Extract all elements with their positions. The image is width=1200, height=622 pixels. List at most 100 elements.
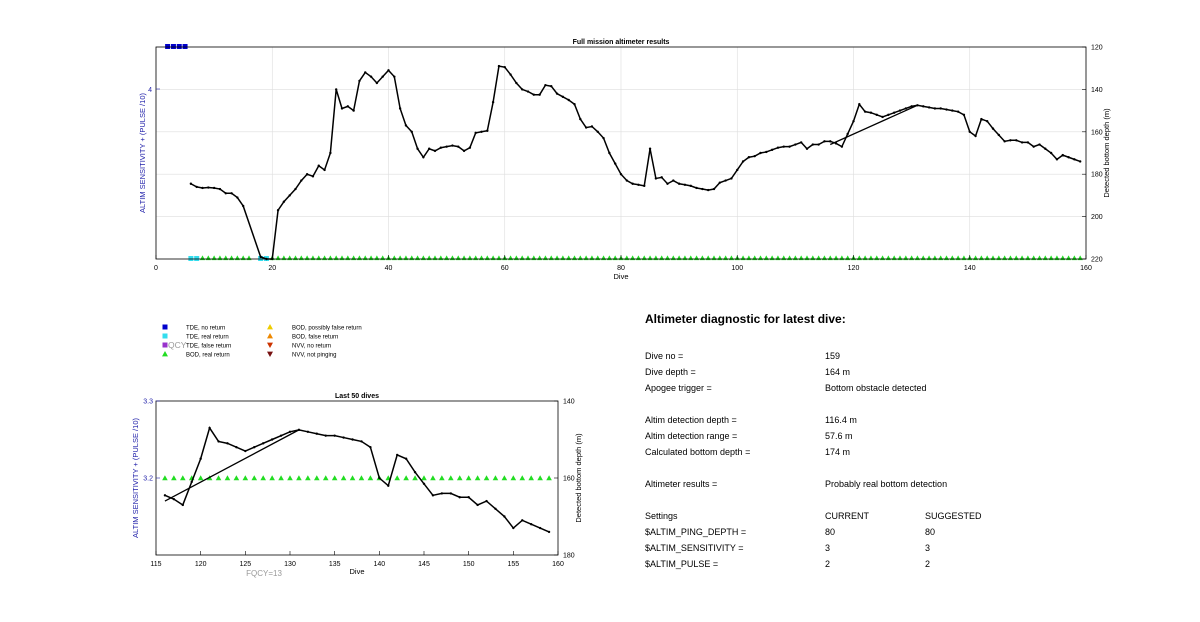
bottom-depth-point: [980, 117, 983, 121]
diagnostic-title: Altimeter diagnostic for latest dive:: [645, 312, 846, 326]
bottom-depth-point: [235, 446, 238, 449]
bottom-depth-point: [358, 79, 361, 83]
bottom-depth-point: [346, 105, 350, 108]
legend-marker: [267, 342, 273, 348]
bod-real-return-marker: [278, 475, 284, 481]
bottom-depth-point: [485, 499, 488, 503]
bod-real-return-marker: [421, 475, 427, 481]
bottom-depth-point: [741, 160, 745, 163]
bottom-depth-point: [631, 182, 634, 185]
bottom-depth-point: [351, 438, 354, 441]
bottom-depth-point: [590, 125, 594, 128]
bottom-depth-point: [270, 438, 274, 441]
diag-label: Dive depth =: [645, 367, 696, 377]
bod-real-return-marker: [314, 475, 320, 481]
diag-value: 174 m: [825, 447, 851, 457]
bottom-depth-point: [462, 149, 466, 153]
top-x-tick-label: 40: [385, 265, 393, 272]
top-x-tick-label: 80: [617, 265, 625, 272]
bottom-depth-point: [244, 449, 247, 453]
bod-real-return-marker: [474, 475, 481, 481]
bottom-depth-point: [279, 434, 283, 437]
top-x-tick-label: 120: [848, 265, 860, 272]
interpolation-segment: [829, 104, 918, 146]
bottom-depth-point: [922, 105, 925, 108]
legend: TDE, no return TDE, real return TDE, false…: [162, 324, 362, 359]
bod-real-return-marker: [510, 475, 517, 481]
bottom-depth-point: [799, 141, 803, 144]
bottom-depth-point: [422, 482, 426, 485]
diag-row-det-range: Altim detection range = 57.6 m: [645, 428, 1065, 444]
bod-real-return-marker: [537, 475, 543, 481]
bottom-depth-point: [526, 90, 530, 93]
bottom-x-tick-label: 135: [329, 561, 341, 568]
settings-row-sensitivity: $ALTIM_SENSITIVITY = 3 3: [645, 540, 1065, 556]
bottom-depth-point: [997, 133, 1001, 137]
bottom-y-tick-label: 140: [563, 399, 575, 406]
bottom-depth-point: [195, 185, 198, 189]
bod-real-return-marker: [269, 475, 275, 481]
bottom-depth-point: [724, 179, 727, 182]
bottom-x-tick-label: 150: [463, 561, 475, 568]
bod-real-return-marker: [394, 475, 400, 481]
top-y-tick-label: 160: [1091, 129, 1103, 136]
tde-real-return-marker: [188, 256, 194, 261]
bottom-depth-point: [306, 430, 310, 433]
bottom-depth-point: [1026, 141, 1030, 144]
diag-row-det-depth: Altim detection depth = 116.4 m: [645, 412, 1065, 428]
bod-real-return-marker: [430, 475, 436, 481]
bottom-x-tick-label: 120: [195, 561, 207, 568]
bottom-depth-point: [305, 173, 309, 176]
bottom-depth-point: [439, 146, 443, 149]
bottom-depth-point: [378, 476, 381, 480]
bottom-depth-point: [794, 143, 797, 146]
legend-label: TDE, no return: [186, 326, 225, 332]
bottom-depth-point: [387, 69, 390, 72]
top-x-label: Dive: [613, 272, 628, 281]
interpolation-segment: [164, 429, 300, 502]
setting-label: $ALTIM_PING_DEPTH =: [645, 527, 747, 537]
bod-real-return-marker: [233, 475, 240, 481]
bottom-depth-point: [858, 103, 861, 106]
bod-real-return-marker: [483, 475, 490, 481]
bod-real-return-marker: [546, 475, 552, 481]
top-x-tick-label: 100: [731, 265, 743, 272]
bottom-depth-point: [840, 145, 844, 148]
bod-real-return-marker: [322, 475, 329, 481]
diag-value: Probably real bottom detection: [825, 479, 948, 489]
bottom-depth-point: [852, 120, 855, 123]
bottom-depth-point: [427, 147, 431, 150]
bod-real-return-marker: [439, 475, 445, 481]
bottom-depth-point: [288, 194, 291, 197]
bottom-depth-point: [1067, 156, 1070, 159]
bottom-depth-point: [497, 64, 501, 68]
bottom-y-left-tick-label: 3.3: [143, 399, 153, 406]
bottom-depth-point: [340, 107, 344, 110]
bod-real-return-marker: [242, 475, 249, 481]
bottom-depth-point: [637, 183, 640, 186]
settings-row-pulse: $ALTIM_PULSE = 2 2: [645, 556, 1065, 572]
legend-marker: [162, 351, 168, 357]
bottom-depth-point: [230, 192, 233, 195]
bottom-depth-point: [567, 98, 570, 102]
diag-row-results: Altimeter results = Probably real bottom…: [645, 476, 1065, 492]
bod-real-return-marker: [403, 475, 409, 481]
diag-label: Altimeter results =: [645, 479, 718, 489]
diag-value: Bottom obstacle detected: [825, 383, 927, 393]
bottom-depth-point: [253, 446, 256, 449]
bottom-depth-point: [788, 145, 791, 148]
diag-label: Apogee trigger =: [645, 383, 712, 393]
bottom-depth-point: [369, 75, 373, 78]
bottom-depth-point: [521, 519, 524, 522]
bottom-depth-point: [515, 81, 518, 85]
bottom-depth-point: [538, 526, 542, 530]
bottom-depth-point: [881, 115, 884, 119]
diag-value: 116.4 m: [825, 415, 857, 425]
bottom-depth-point: [486, 129, 489, 132]
setting-suggested: 2: [925, 559, 931, 569]
bottom-depth-point: [393, 75, 396, 78]
bottom-y-tick-label: 180: [563, 553, 575, 560]
top-chart-title: Full mission altimeter results: [573, 39, 670, 46]
legend-label: TDE, real return: [186, 335, 229, 341]
bottom-depth-point: [262, 442, 265, 445]
